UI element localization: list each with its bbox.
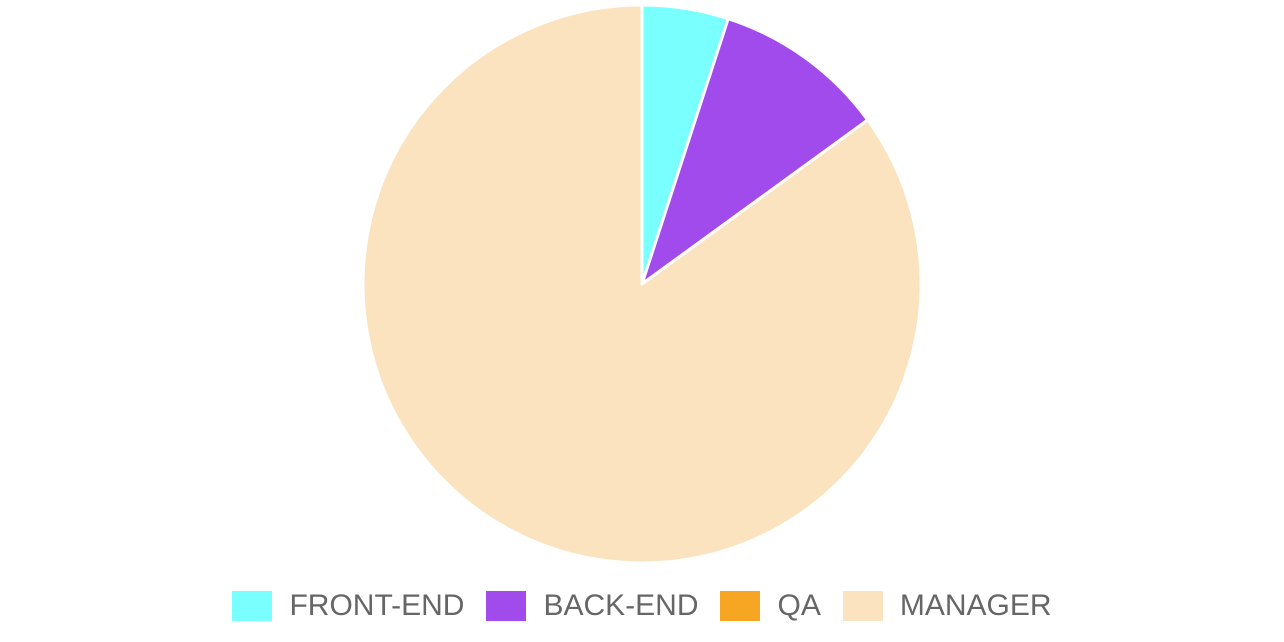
legend-item-front-end[interactable]: FRONT-END	[232, 588, 464, 624]
legend-swatch-back-end	[486, 591, 527, 621]
pie-slice-back-end[interactable]	[640, 17, 870, 286]
chart-legend: FRONT-END BACK-END QA MANAGER	[0, 588, 1284, 624]
legend-item-manager[interactable]: MANAGER	[842, 588, 1052, 624]
legend-item-back-end[interactable]: BACK-END	[486, 588, 698, 624]
legend-item-qa[interactable]: QA	[720, 588, 821, 624]
legend-swatch-manager	[842, 591, 883, 621]
legend-swatch-front-end	[232, 591, 273, 621]
legend-label-front-end: FRONT-END	[289, 589, 465, 622]
legend-swatch-qa	[720, 591, 761, 621]
legend-label-back-end: BACK-END	[543, 589, 699, 622]
pie-slice-manager[interactable]	[361, 3, 923, 565]
legend-label-qa: QA	[777, 589, 821, 622]
pie-slices	[361, 3, 923, 565]
legend-label-manager: MANAGER	[899, 589, 1052, 622]
